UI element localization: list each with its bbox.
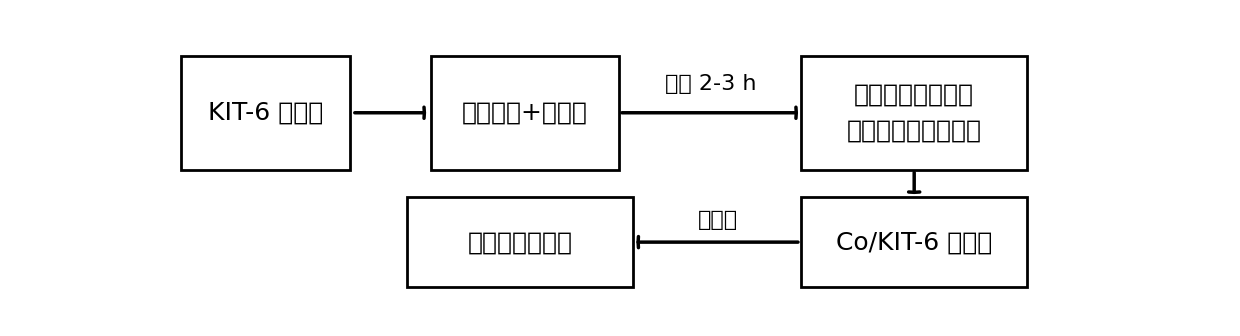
Text: 无水乙醇+硝酸钴: 无水乙醇+硝酸钴 [463, 101, 588, 125]
Bar [407, 197, 634, 287]
Text: KIT-6 分子筛: KIT-6 分子筛 [208, 101, 324, 125]
Text: 得到的试样离心分
离，水洗干燥和焙烧: 得到的试样离心分 离，水洗干燥和焙烧 [847, 83, 982, 142]
Text: Co/KIT-6 分子筛: Co/KIT-6 分子筛 [836, 230, 992, 254]
Text: 乙醇洗涤并干燥: 乙醇洗涤并干燥 [467, 230, 573, 254]
Bar [181, 56, 350, 170]
Bar [432, 56, 619, 170]
Bar [801, 197, 1027, 287]
Bar [801, 56, 1027, 170]
Text: 搅拌 2-3 h: 搅拌 2-3 h [665, 74, 756, 94]
Text: 使用后: 使用后 [698, 210, 738, 230]
